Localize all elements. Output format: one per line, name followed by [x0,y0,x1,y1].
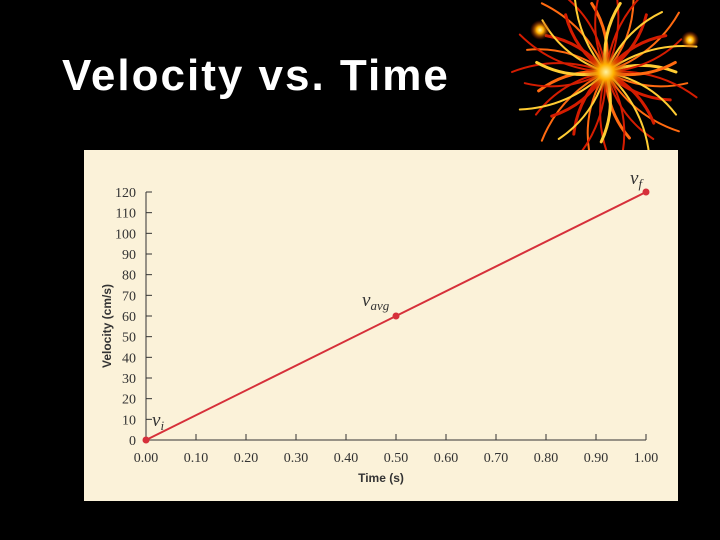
velocity-time-chart: 0 10 20 30 40 50 60 70 80 90 100 110 120 0.00 0.10 0.2… [100,168,659,485]
chart-panel: 0 10 20 30 40 50 60 70 80 90 100 110 120 0.00 0.10 0.2… [84,150,678,501]
y-tick-label: 50 [122,331,136,346]
y-tick-label: 70 [122,289,136,304]
x-tick-label: 0.90 [584,451,609,466]
data-point [142,436,150,444]
x-tick-label: 0.30 [284,451,309,466]
y-tick-label: 90 [122,248,136,263]
x-tick-label: 0.40 [334,451,359,466]
x-tick-label: 0.00 [134,451,159,466]
y-tick-label: 20 [122,393,136,408]
y-tick-label: 60 [122,310,136,325]
y-axis-title: Velocity (cm/s) [100,284,114,368]
y-tick-label: 0 [129,434,136,449]
x-tick-label: 0.60 [434,451,459,466]
annotations: vi vavg vf [152,168,644,433]
x-tick-label: 0.80 [534,451,559,466]
fireworks-decoration [511,0,699,160]
y-tick-label: 30 [122,372,136,387]
x-tick-label: 0.20 [234,451,259,466]
x-ticks: 0.00 0.10 0.20 0.30 0.40 0.50 0.60 0.70 0.80 0.90… [134,434,659,466]
y-tick-label: 40 [122,351,136,366]
data-point [392,312,400,320]
annotation-label: vavg [362,290,390,313]
x-tick-label: 0.50 [384,451,409,466]
data-point [642,188,650,196]
x-axis-title: Time (s) [358,471,404,485]
x-tick-label: 0.70 [484,451,509,466]
slide-title: Velocity vs. Time [62,51,450,100]
y-ticks: 0 10 20 30 40 50 60 70 80 90 100 110 120 [115,186,152,449]
x-tick-label: 0.10 [184,451,209,466]
annotation-label: vf [630,168,644,191]
y-tick-label: 120 [115,186,136,201]
y-tick-label: 110 [116,207,136,222]
x-tick-label: 1.00 [634,451,659,466]
annotation-label: vi [152,410,164,433]
y-tick-label: 100 [115,227,136,242]
series [142,188,650,444]
y-tick-label: 10 [122,413,136,428]
y-tick-label: 80 [122,269,136,284]
